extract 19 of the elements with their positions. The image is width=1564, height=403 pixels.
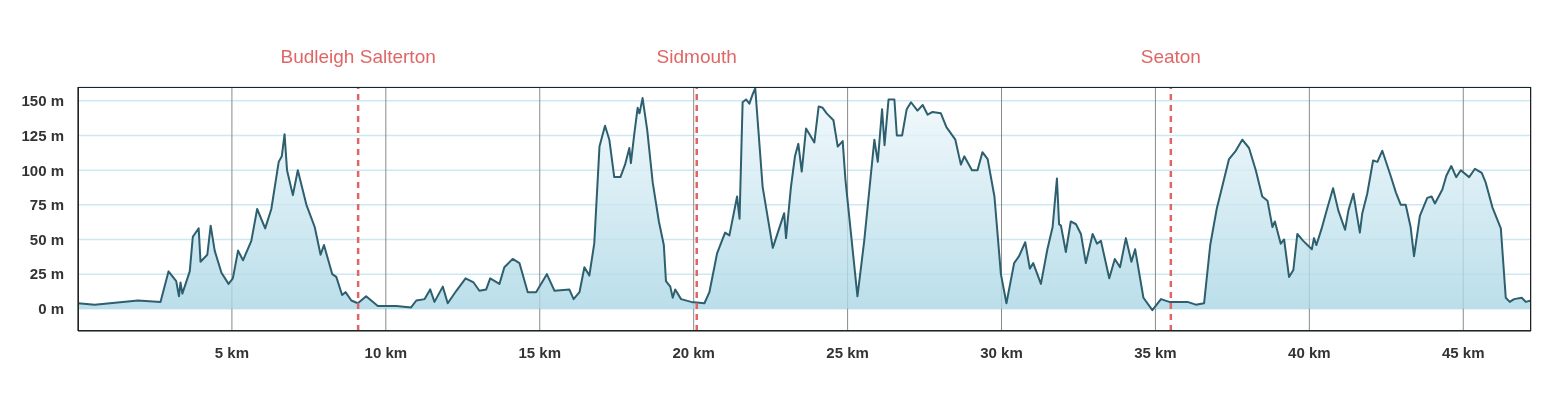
ref-line-label: Budleigh Salterton (280, 46, 436, 67)
x-tick-label: 45 km (1442, 343, 1485, 361)
y-tick-label: 50 m (29, 230, 64, 248)
y-tick-label: 125 m (21, 126, 64, 144)
x-tick-label: 15 km (518, 343, 562, 361)
x-tick-label: 10 km (364, 343, 408, 361)
x-tick-label: 5 km (214, 343, 250, 361)
ref-line-label: Sidmouth (656, 46, 737, 67)
x-tick-label: 40 km (1288, 343, 1331, 361)
y-tick-label: 100 m (21, 161, 64, 179)
x-tick-label: 30 km (980, 343, 1023, 361)
ref-line-label: Seaton (1140, 46, 1201, 67)
y-tick-label: 150 m (21, 92, 64, 110)
y-tick-label: 75 m (29, 196, 64, 214)
x-tick-label: 25 km (826, 343, 869, 361)
y-tick-label: 25 m (29, 265, 64, 283)
y-tick-label: 0 m (38, 300, 64, 318)
x-tick-label: 20 km (672, 343, 715, 361)
x-tick-label: 35 km (1134, 343, 1177, 361)
